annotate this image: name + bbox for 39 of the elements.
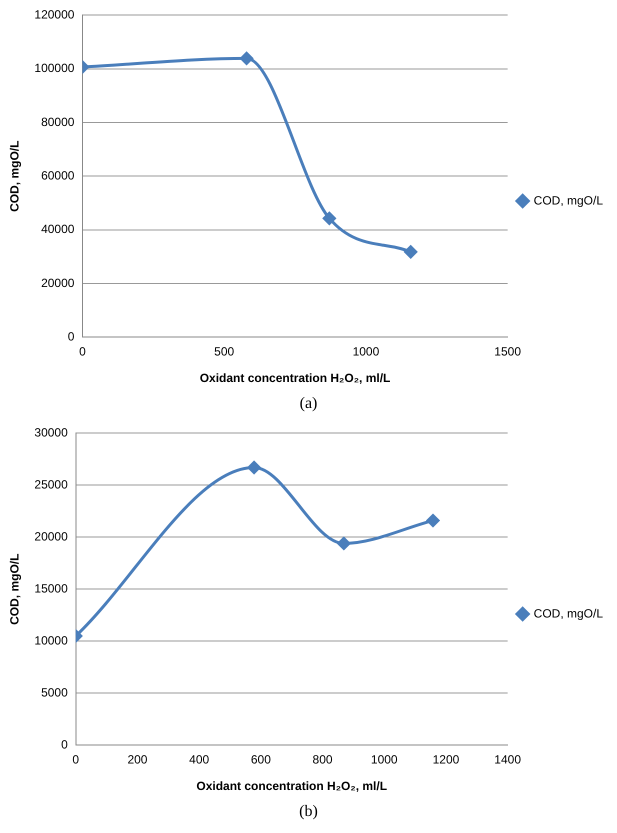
y-tick-label: 25000 xyxy=(34,478,68,492)
y-axis-title: COD, mgO/L xyxy=(8,140,22,212)
x-tick-label: 800 xyxy=(312,752,333,767)
point xyxy=(404,245,418,258)
legend-label: COD, mgO/L xyxy=(534,606,604,620)
point xyxy=(248,461,261,474)
y-tick-label: 30000 xyxy=(34,426,68,440)
x-tick-label: 500 xyxy=(214,344,235,359)
y-tick-label: 60000 xyxy=(41,168,75,183)
y-tick-label: 20000 xyxy=(41,276,75,290)
text: (b) xyxy=(298,802,319,822)
x-tick-label: 1400 xyxy=(494,752,522,767)
y-tick-label: 20000 xyxy=(34,530,68,544)
x-tick-label: 200 xyxy=(127,752,148,767)
x-tick-label: 1000 xyxy=(352,344,380,359)
x-tick-label: 1200 xyxy=(432,752,460,767)
x-tick-label: 0 xyxy=(79,344,86,359)
y-tick-label: 0 xyxy=(68,330,75,344)
point xyxy=(240,52,254,65)
y-axis-title: COD, mgO/L xyxy=(8,554,22,625)
text: (a) xyxy=(298,394,318,414)
x-axis-title: Oxidant concentration H₂O₂, ml/L xyxy=(196,779,388,794)
y-tick-label: 100000 xyxy=(34,61,75,76)
y-tick-label: 0 xyxy=(61,738,68,752)
y-tick-label: 40000 xyxy=(41,222,75,236)
point xyxy=(322,212,336,225)
x-tick-label: 1000 xyxy=(370,752,398,767)
point xyxy=(426,514,440,528)
y-tick-label: 120000 xyxy=(34,8,75,22)
x-axis-title: Oxidant concentration H₂O₂, ml/L xyxy=(200,371,390,386)
x-tick-label: 400 xyxy=(189,752,210,767)
x-tick-label: 600 xyxy=(250,752,272,767)
y-tick-label: 5000 xyxy=(41,686,68,700)
y-tick-label: 15000 xyxy=(34,582,68,596)
x-tick-label: 1500 xyxy=(494,344,522,359)
point xyxy=(337,536,350,550)
y-tick-label: 10000 xyxy=(34,634,68,648)
legend-label: COD, mgO/L xyxy=(534,193,604,208)
y-tick-label: 80000 xyxy=(41,114,75,129)
